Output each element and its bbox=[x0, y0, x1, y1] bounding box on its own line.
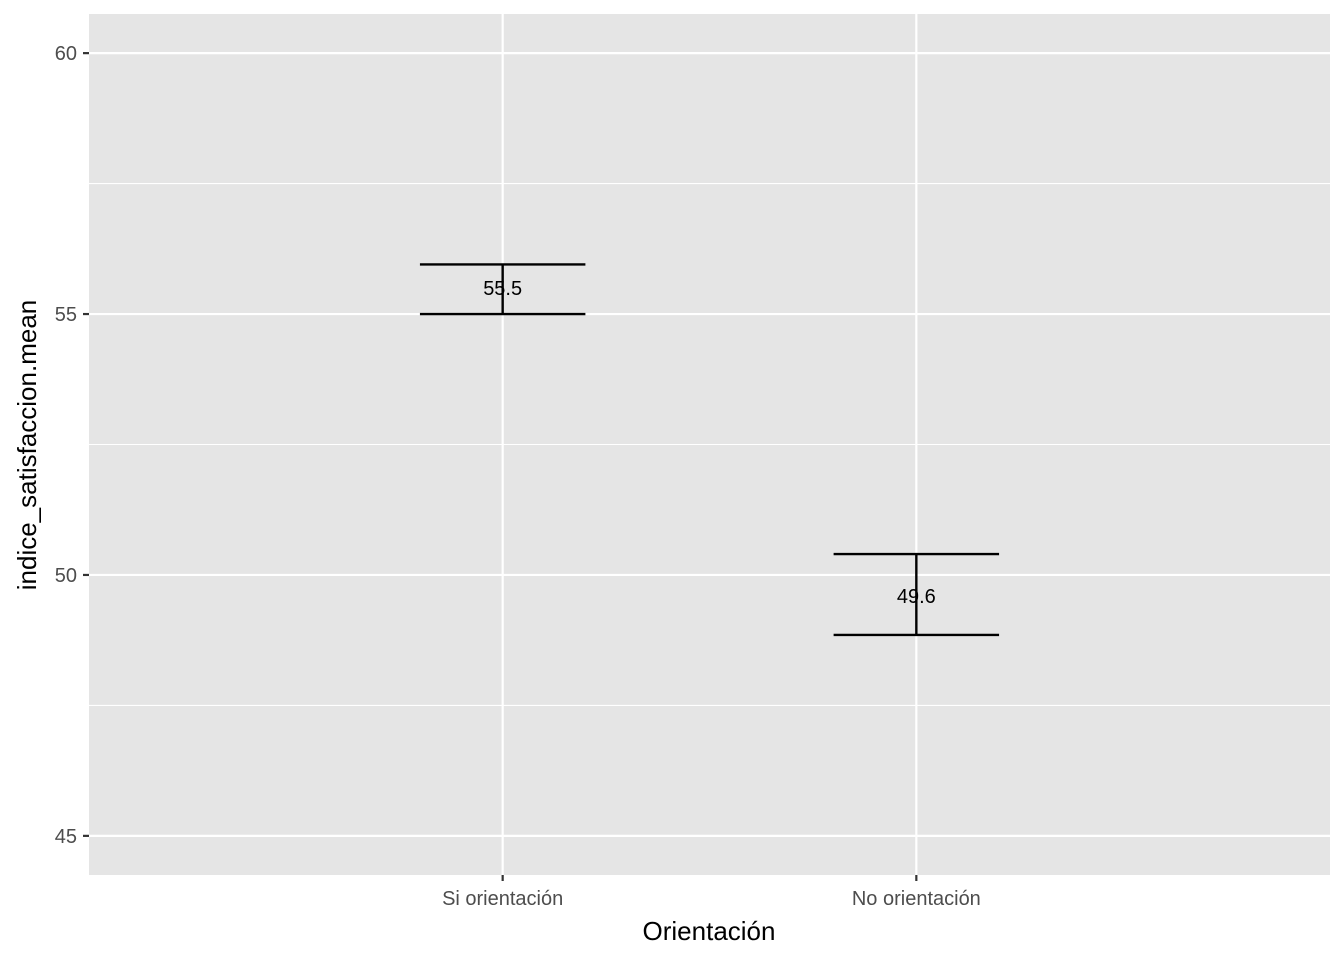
errorbar bbox=[419, 263, 586, 316]
y-tick-label: 45 bbox=[55, 826, 77, 848]
y-tick-label: 55 bbox=[55, 304, 77, 326]
error-bars bbox=[419, 263, 1000, 637]
y-tick-label: 60 bbox=[55, 43, 77, 65]
y-tick-label: 50 bbox=[55, 565, 77, 587]
value-labels: 55.5 49.6 bbox=[483, 278, 936, 608]
x-tick-label: Si orientación bbox=[442, 888, 563, 910]
value-label: 49.6 bbox=[897, 586, 936, 608]
minor-gridlines bbox=[89, 183, 1330, 706]
value-label: 55.5 bbox=[483, 278, 522, 300]
x-tick-label: No orientación bbox=[852, 888, 981, 910]
y-axis: 45 50 55 60 bbox=[55, 43, 89, 848]
major-gridlines bbox=[89, 14, 1330, 875]
errorbar bbox=[833, 552, 1000, 637]
y-axis-title: indice_satisfaccion.mean bbox=[12, 300, 42, 591]
x-axis-title: Orientación bbox=[643, 916, 776, 946]
x-axis: Si orientación No orientación bbox=[442, 875, 981, 910]
